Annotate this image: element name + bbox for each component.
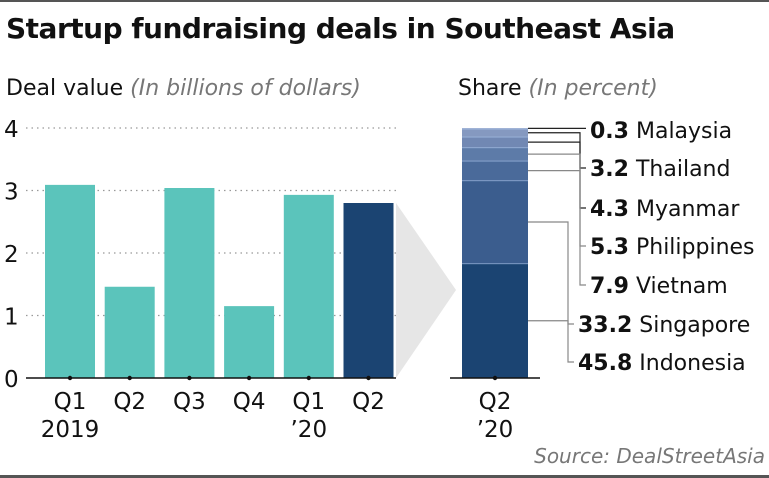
share-value: 3.2 [590, 157, 629, 182]
x-tick-label: Q2 [113, 389, 146, 415]
share-label: 33.2 Singapore [578, 313, 750, 338]
stack-segment [462, 263, 528, 378]
y-tick-label: 2 [4, 242, 19, 268]
share-country: Singapore [632, 313, 750, 338]
share-country: Vietnam [629, 274, 728, 299]
stack-segment [462, 136, 528, 148]
source-note: Source: DealStreetAsia [534, 444, 765, 468]
left-subtitle-main: Deal value [6, 76, 124, 101]
share-country: Malaysia [629, 119, 732, 144]
stack-segment [462, 128, 528, 137]
bottom-rule [0, 475, 769, 478]
leader-line [528, 132, 586, 169]
y-tick-label: 4 [4, 117, 19, 143]
x-tick-label: Q2 [352, 389, 385, 415]
share-country: Philippines [629, 235, 755, 260]
top-rule [0, 0, 769, 2]
share-country: Myanmar [629, 197, 740, 222]
share-country: Thailand [629, 157, 730, 182]
bar [283, 194, 334, 378]
bar [45, 184, 95, 378]
bar [164, 188, 215, 378]
share-country: Indonesia [632, 351, 745, 376]
share-label: 45.8 Indonesia [578, 351, 746, 376]
stack-segment [462, 128, 528, 129]
x-tick-label: Q3 [173, 389, 206, 415]
share-label: 0.3 Malaysia [590, 119, 732, 144]
left-subtitle: Deal value (In billions of dollars) [6, 76, 361, 101]
y-tick-label: 0 [4, 367, 19, 393]
share-label: 7.9 Vietnam [590, 274, 728, 299]
share-value: 45.8 [578, 351, 632, 376]
chart-title: Startup fundraising deals in Southeast A… [6, 12, 675, 45]
share-value: 0.3 [590, 119, 629, 144]
bar [343, 203, 394, 378]
right-subtitle-main: Share [458, 76, 522, 101]
share-label: 4.3 Myanmar [590, 197, 740, 222]
share-label: 3.2 Thailand [590, 157, 730, 182]
leader-line [528, 320, 574, 363]
bar [224, 306, 275, 378]
x-tick-label-year: ’20 [477, 417, 514, 443]
share-value: 7.9 [590, 274, 629, 299]
x-tick-label-year: ’20 [291, 417, 328, 443]
right-subtitle-note: (In percent) [528, 76, 658, 101]
stack-segment [462, 147, 528, 161]
left-subtitle-note: (In billions of dollars) [130, 76, 361, 101]
x-tick-label: Q4 [233, 389, 266, 415]
leader-line [528, 170, 586, 286]
x-tick-label: Q2 [479, 389, 512, 415]
stack-segment [462, 160, 528, 181]
share-value: 5.3 [590, 235, 629, 260]
stack-segment [462, 180, 528, 264]
transition-arrow [396, 203, 456, 378]
right-subtitle: Share (In percent) [458, 76, 658, 101]
leader-line [528, 221, 574, 325]
bar [104, 286, 155, 378]
share-label: 5.3 Philippines [590, 235, 755, 260]
tick-dot [492, 375, 498, 381]
share-value: 4.3 [590, 197, 629, 222]
y-tick-label: 1 [4, 305, 19, 331]
x-tick-label: Q1 [292, 389, 325, 415]
share-value: 33.2 [578, 313, 632, 338]
y-tick-label: 3 [4, 180, 19, 206]
leader-line [528, 153, 586, 247]
x-tick-label-year: 2019 [41, 417, 100, 443]
x-tick-label: Q1 [54, 389, 87, 415]
leader-line [528, 141, 586, 209]
